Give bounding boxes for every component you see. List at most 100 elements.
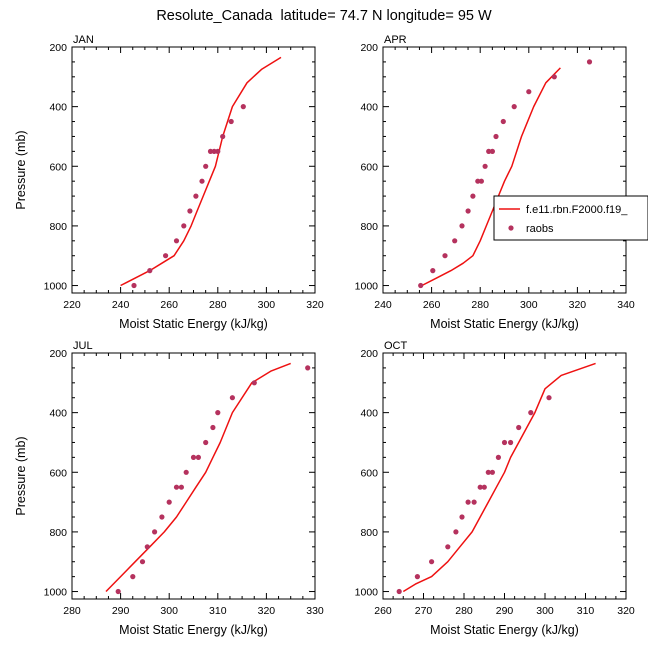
raobs-point <box>501 439 508 446</box>
raobs-point <box>500 118 506 125</box>
raobs-point <box>203 163 209 169</box>
legend-box <box>493 195 648 241</box>
raobs-point <box>173 484 180 490</box>
raobs-point <box>159 514 165 520</box>
raobs-point <box>166 499 172 505</box>
raobs-point <box>508 439 514 446</box>
raobs-point <box>471 499 477 505</box>
model-profile-line <box>105 362 291 593</box>
raobs-point <box>452 238 458 244</box>
raobs-point <box>470 193 476 199</box>
chart-panel-apr: APR 240 260 280 300 320 340 200 400 600 800 1000 Moi… <box>355 34 648 331</box>
figure-title: Resolute_Canada latitude= 74.7 N longitu… <box>156 8 492 24</box>
raobs-point <box>465 208 471 214</box>
y-tick-label: 1000 <box>44 281 68 293</box>
y-axis-label: Pressure (mb) <box>14 436 28 515</box>
raobs-point <box>459 223 465 229</box>
raobs-point <box>489 469 495 475</box>
y-tick-label: 200 <box>49 348 67 360</box>
raobs-point <box>482 163 488 169</box>
x-tick-label: 320 <box>306 299 324 311</box>
y-tick-label: 800 <box>49 527 67 539</box>
x-tick-label: 300 <box>258 299 276 311</box>
raobs-point <box>486 148 492 154</box>
raobs-point <box>181 223 187 229</box>
x-axis-label: Moist Static Energy (kJ/kg) <box>430 623 579 637</box>
raobs-point <box>429 559 435 565</box>
raobs-point <box>551 74 557 80</box>
raobs-point <box>144 544 150 550</box>
y-tick-label: 800 <box>49 221 67 233</box>
model-profile-line <box>402 362 596 593</box>
raobs-point <box>418 282 424 289</box>
raobs-point <box>516 424 522 431</box>
raobs-point <box>493 133 499 140</box>
raobs-point <box>477 484 483 490</box>
panel-label: APR <box>384 34 407 46</box>
raobs-point <box>586 59 593 65</box>
raobs-point <box>430 268 436 274</box>
chart-panel-jul: JUL 280 290 300 310 320 330 200 400 600 800 1000 Moi… <box>14 340 324 637</box>
y-tick-label: 1000 <box>355 587 379 599</box>
x-tick-label: 320 <box>617 605 635 617</box>
raobs-point <box>465 499 471 505</box>
raobs-point <box>396 588 402 595</box>
raobs-point <box>147 268 153 274</box>
raobs-point <box>193 193 199 199</box>
y-tick-label: 400 <box>49 408 67 420</box>
raobs-point <box>511 104 517 110</box>
y-tick-label: 600 <box>360 161 378 173</box>
x-tick-label: 310 <box>209 605 227 617</box>
y-tick-label: 200 <box>360 42 378 54</box>
x-tick-label: 320 <box>569 299 587 311</box>
raobs-point <box>546 395 552 401</box>
raobs-point <box>478 178 484 184</box>
raobs-point <box>187 208 193 214</box>
raobs-point <box>485 469 491 475</box>
legend-label-raobs: raobs <box>526 223 554 235</box>
raobs-point <box>190 454 197 460</box>
plot-frame <box>382 46 627 294</box>
raobs-point <box>526 89 532 95</box>
raobs-point <box>305 365 311 371</box>
chart-panel-oct: OCT 260 270 280 290 300 310 320 200 400 600 800 1000… <box>355 340 635 637</box>
raobs-point <box>481 484 487 490</box>
raobs-point <box>139 559 146 565</box>
y-tick-label: 600 <box>49 467 67 479</box>
y-tick-label: 1000 <box>355 281 379 293</box>
x-tick-label: 290 <box>112 605 130 617</box>
raobs-point <box>215 410 221 416</box>
raobs-point <box>210 424 216 431</box>
x-tick-label: 260 <box>423 299 441 311</box>
x-axis-label: Moist Static Energy (kJ/kg) <box>119 317 268 331</box>
x-tick-label: 290 <box>496 605 514 617</box>
raobs-point <box>215 148 221 154</box>
raobs-point <box>453 529 459 535</box>
x-tick-label: 310 <box>577 605 595 617</box>
y-tick-label: 200 <box>360 348 378 360</box>
raobs-point <box>152 529 158 535</box>
raobs-point <box>183 469 189 475</box>
plot-frame <box>71 352 316 600</box>
x-axis-label: Moist Static Energy (kJ/kg) <box>430 317 579 331</box>
raobs-point <box>240 104 246 110</box>
x-tick-label: 340 <box>617 299 635 311</box>
plot-frame <box>71 46 316 294</box>
plot-frame <box>382 352 627 600</box>
y-tick-label: 400 <box>360 102 378 114</box>
x-tick-label: 300 <box>160 605 178 617</box>
panel-label: JUL <box>73 340 93 352</box>
model-profile-line <box>421 67 561 287</box>
x-tick-label: 280 <box>63 605 81 617</box>
x-tick-label: 240 <box>374 299 392 311</box>
y-axis-label: Pressure (mb) <box>14 130 28 209</box>
y-tick-label: 600 <box>49 161 67 173</box>
panel-label: OCT <box>384 340 408 352</box>
x-tick-label: 280 <box>455 605 473 617</box>
x-tick-label: 320 <box>258 605 276 617</box>
raobs-point <box>195 454 201 460</box>
raobs-point <box>251 380 257 386</box>
x-tick-label: 300 <box>520 299 538 311</box>
x-tick-label: 330 <box>306 605 324 617</box>
